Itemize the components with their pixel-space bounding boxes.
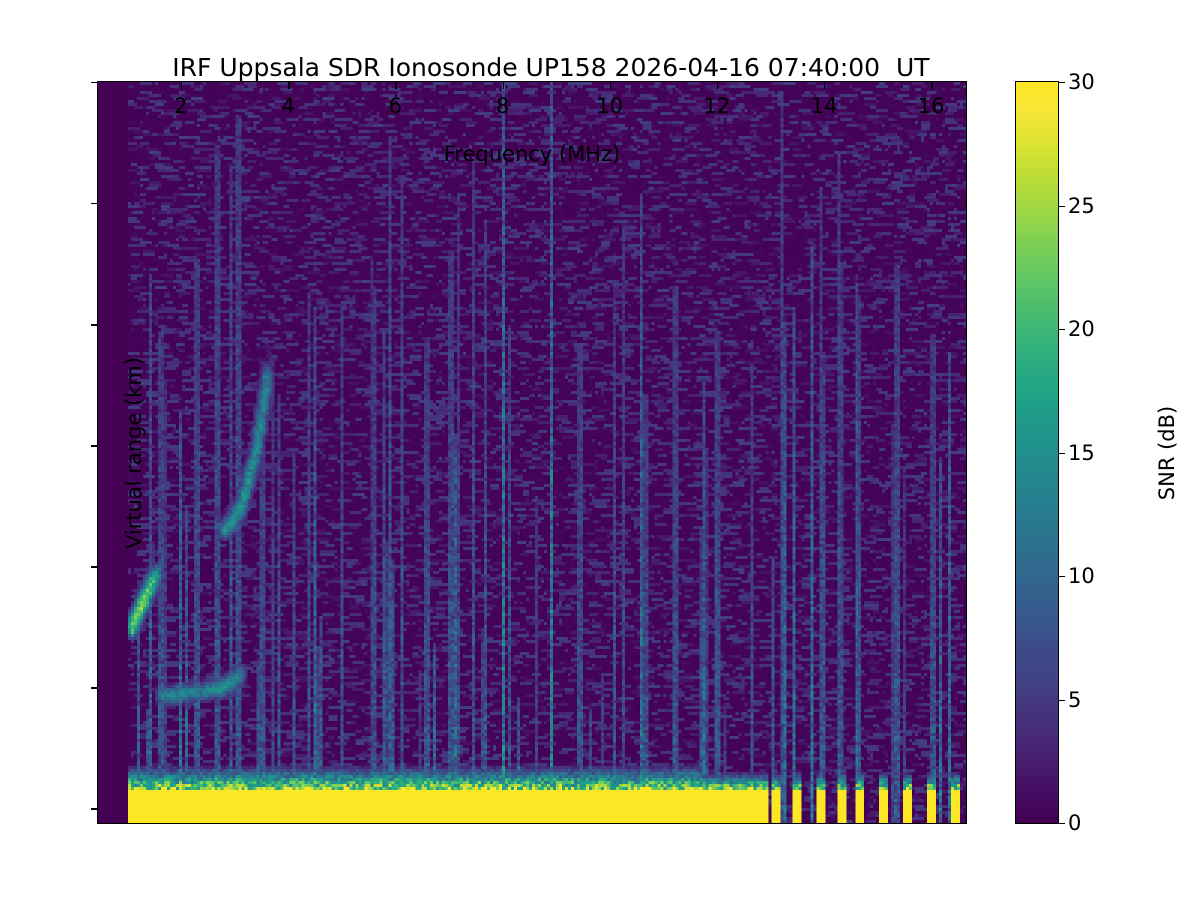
y-tick-mark — [91, 687, 98, 689]
y-tick-mark — [91, 82, 98, 84]
x-tick-mark — [181, 82, 183, 89]
x-axis-label: Frequency (MHz) — [443, 142, 621, 166]
colorbar: 0 5 10 15 20 25 30 SNR (dB) — [1015, 72, 1179, 834]
x-tick-label: 6 — [388, 94, 403, 118]
x-tick-mark — [395, 82, 397, 89]
x-tick-mark — [609, 82, 612, 89]
x-tick-mark — [502, 82, 504, 89]
y-tick-mark — [91, 566, 98, 568]
x-tick-mark — [288, 82, 290, 89]
colorbar-tick-mark — [1058, 576, 1065, 578]
colorbar-tick-mark — [1058, 329, 1065, 331]
colorbar-tick-mark — [1058, 699, 1065, 701]
x-tick-mark — [931, 82, 933, 89]
colorbar-tick-label: 5 — [1068, 687, 1082, 712]
x-tick-label: 16 — [917, 94, 945, 118]
colorbar-tick-mark — [1058, 82, 1065, 84]
x-tick-mark — [824, 82, 826, 89]
colorbar-tick-label: 20 — [1068, 317, 1095, 341]
colorbar-label: SNR (dB) — [1155, 405, 1180, 500]
y-tick-mark — [91, 808, 98, 810]
colorbar-tick-label: 0 — [1068, 811, 1082, 835]
y-tick-mark — [91, 324, 98, 326]
y-tick-mark — [91, 445, 98, 447]
colorbar-tick-label: 10 — [1068, 564, 1095, 588]
y-axis-label: Virtual range (km) — [122, 356, 147, 549]
ionogram-heatmap — [98, 82, 966, 823]
x-tick-label: 8 — [495, 94, 510, 118]
colorbar-gradient — [1016, 82, 1058, 823]
colorbar-tick-mark — [1058, 823, 1065, 825]
x-tick-label: 14 — [810, 94, 838, 118]
colorbar-tick-label: 30 — [1068, 70, 1095, 94]
y-tick-mark — [91, 203, 98, 205]
title-line-1: IRF Uppsala SDR Ionosonde UP158 2026-04-… — [172, 53, 930, 82]
x-tick-label: 2 — [174, 94, 188, 118]
colorbar-tick-label: 25 — [1068, 193, 1095, 218]
colorbar-tick-mark — [1058, 452, 1065, 454]
colorbar-tick-label: 15 — [1068, 440, 1095, 465]
x-tick-label: 4 — [281, 94, 295, 118]
x-tick-label: 10 — [596, 94, 624, 118]
colorbar-tick-mark — [1058, 205, 1065, 207]
x-tick-label: 12 — [703, 94, 731, 118]
x-tick-mark — [716, 82, 719, 89]
